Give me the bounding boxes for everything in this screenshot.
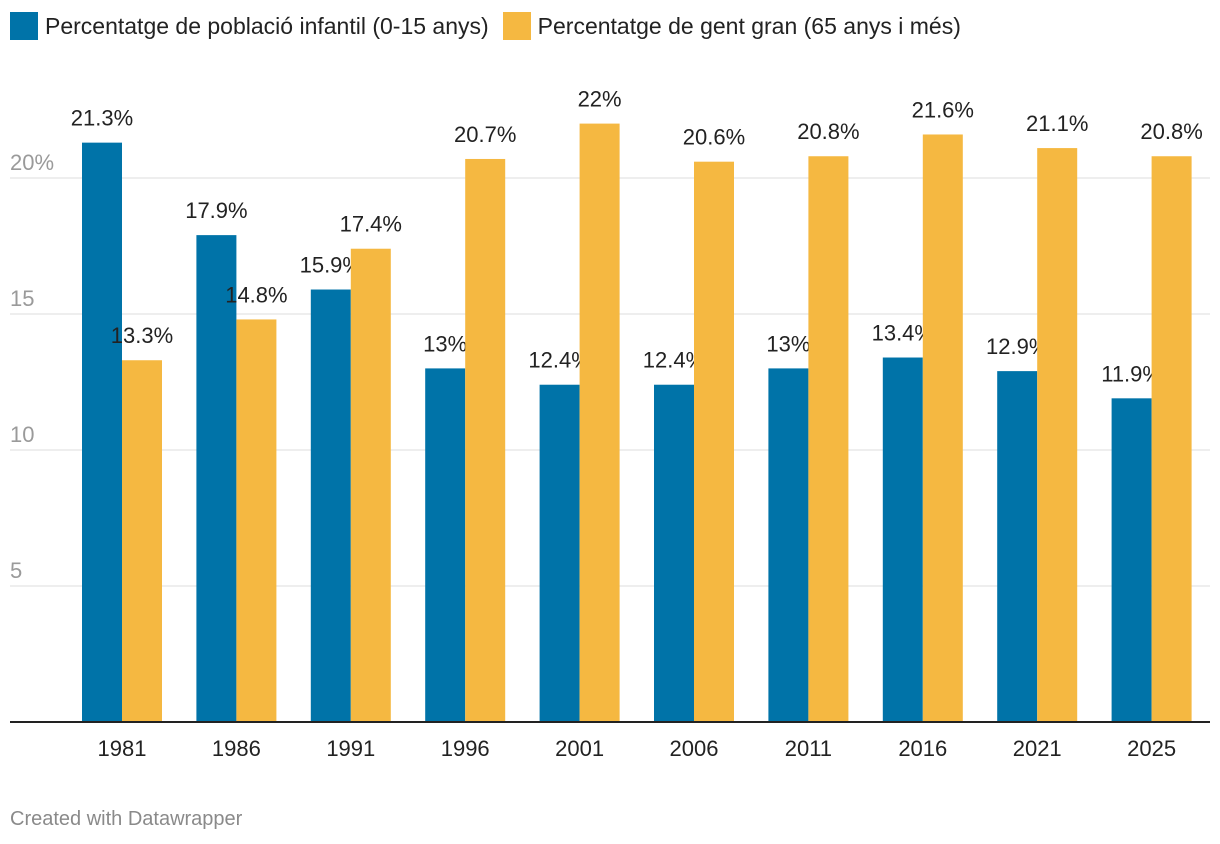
bar-children-2025 (1111, 398, 1152, 722)
data-label-children-1996: 13% (423, 331, 467, 356)
x-tick-label-2011: 2011 (785, 736, 832, 761)
legend-item-elderly: Percentatge de gent gran (65 anys i més) (502, 12, 961, 40)
bar-children-2016 (882, 357, 923, 722)
legend-label-elderly: Percentatge de gent gran (65 anys i més) (537, 12, 961, 39)
legend: Percentatge de població infantil (0-15 a… (10, 12, 975, 40)
bar-children-1991 (310, 289, 351, 722)
y-tick-label-10: 10 (10, 422, 34, 447)
data-label-elderly-2001: 22% (578, 87, 622, 112)
bar-children-2021 (997, 371, 1038, 722)
bar-elderly-2016 (922, 134, 963, 723)
x-tick-label-2006: 2006 (670, 736, 719, 761)
data-label-elderly-2025: 20.8% (1140, 119, 1202, 144)
y-tick-label-15: 15 (10, 286, 34, 311)
data-label-elderly-1996: 20.7% (454, 122, 516, 147)
data-label-elderly-1981: 13.3% (111, 323, 173, 348)
bar-elderly-1981 (122, 360, 162, 722)
data-label-children-1986: 17.9% (185, 198, 247, 223)
bar-elderly-1996 (465, 158, 506, 722)
data-label-elderly-2006: 20.6% (683, 125, 745, 150)
legend-label-children: Percentatge de població infantil (0-15 a… (45, 12, 489, 39)
legend-swatch-elderly (502, 12, 531, 40)
legend-item-children: Percentatge de població infantil (0-15 a… (10, 12, 489, 40)
data-label-elderly-2011: 20.8% (797, 119, 859, 144)
data-label-children-2011: 13% (766, 331, 810, 356)
bar-elderly-2006 (694, 161, 734, 722)
data-label-elderly-2021: 21.1% (1026, 111, 1088, 136)
data-label-elderly-1991: 17.4% (340, 212, 402, 237)
x-tick-label-2016: 2016 (898, 736, 947, 761)
bar-children-1996 (425, 368, 466, 722)
bar-elderly-2025 (1151, 156, 1192, 723)
bar-elderly-1991 (350, 248, 391, 722)
x-tick-label-1981: 1981 (98, 736, 147, 761)
bar-children-2006 (654, 384, 694, 722)
bar-children-2011 (768, 368, 809, 722)
bar-elderly-2021 (1037, 148, 1078, 722)
bar-children-2001 (539, 384, 580, 722)
data-label-children-1981: 21.3% (71, 106, 133, 131)
bar-elderly-2001 (579, 123, 620, 723)
x-tick-label-2021: 2021 (1013, 736, 1062, 761)
x-tick-label-2001: 2001 (555, 736, 604, 761)
x-tick-label-1991: 1991 (326, 736, 375, 761)
x-tick-label-1986: 1986 (212, 736, 261, 761)
bar-children-1981 (82, 142, 122, 722)
y-tick-label-5: 5 (10, 558, 22, 583)
bar-children-1986 (196, 235, 237, 722)
bar-elderly-2011 (808, 156, 849, 723)
data-label-elderly-1986: 14.8% (225, 282, 287, 307)
x-tick-label-1996: 1996 (441, 736, 490, 761)
bar-elderly-1986 (236, 319, 277, 722)
y-tick-label-20: 20% (10, 150, 54, 175)
x-tick-label-2025: 2025 (1127, 736, 1176, 761)
credit-footer: Created with Datawrapper (10, 808, 243, 830)
data-label-elderly-2016: 21.6% (912, 97, 974, 122)
legend-swatch-children (10, 12, 38, 40)
